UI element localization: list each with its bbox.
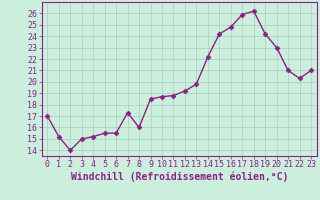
X-axis label: Windchill (Refroidissement éolien,°C): Windchill (Refroidissement éolien,°C) (70, 172, 288, 182)
